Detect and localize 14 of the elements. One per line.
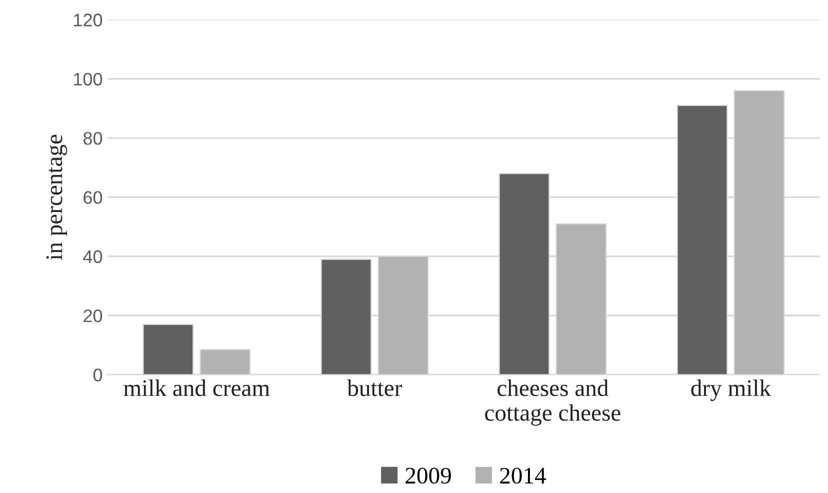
x-tick-label: cheeses and cottage cheese xyxy=(485,380,620,426)
y-tick-label: 80 xyxy=(83,132,102,145)
y-tick-label: 120 xyxy=(74,14,102,26)
y-tick-label: 40 xyxy=(83,250,102,264)
x-tick-label: dry milk xyxy=(691,380,772,402)
x-tick-label: milk and cream xyxy=(124,380,270,396)
x-tick-label: butter xyxy=(347,380,402,396)
legend-label: 2009 xyxy=(406,468,451,484)
y-tick-label: 100 xyxy=(74,72,102,86)
y-axis-title: in percentage xyxy=(46,134,68,260)
legend-label: 2014 xyxy=(500,468,546,484)
y-tick-label: 0 xyxy=(93,368,102,382)
y-tick-label: 60 xyxy=(84,191,102,204)
y-tick-label: 20 xyxy=(84,309,102,322)
